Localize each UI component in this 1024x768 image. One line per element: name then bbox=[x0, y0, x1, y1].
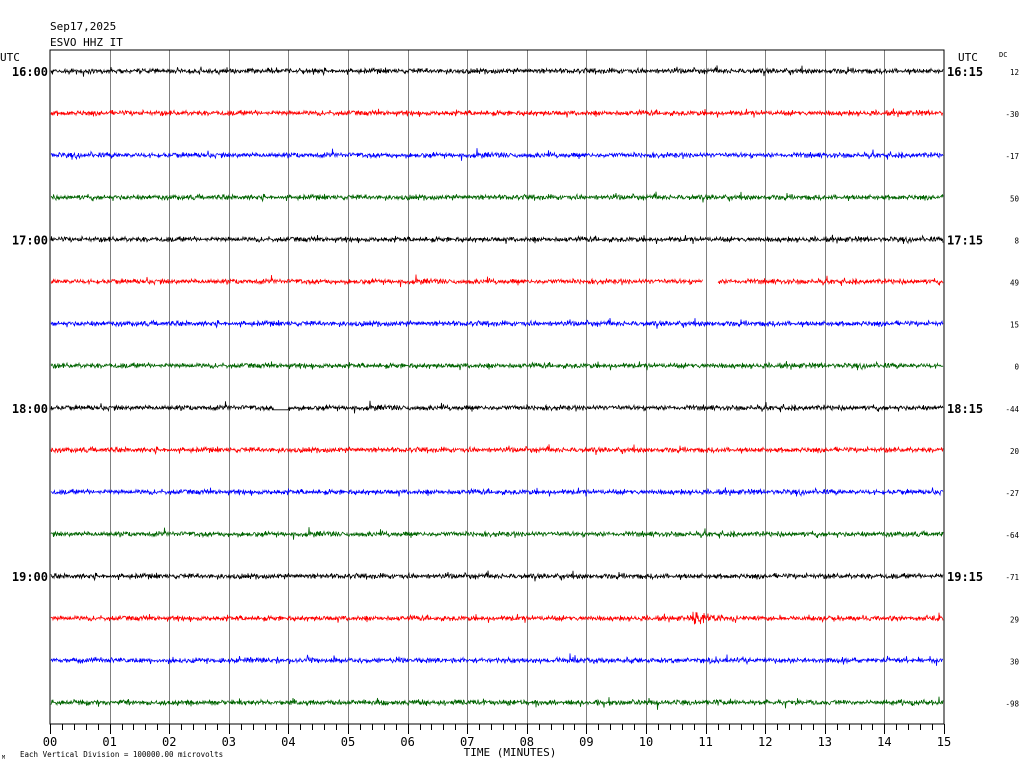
seismic-traces bbox=[50, 65, 944, 710]
trace-1645 bbox=[50, 191, 944, 203]
dc-offset-label: -44 bbox=[1005, 405, 1019, 414]
dc-offset-label: -98 bbox=[1005, 700, 1019, 709]
dc-offset-label: 49 bbox=[1010, 279, 1019, 288]
trace-1715 bbox=[50, 274, 944, 288]
plot-frame bbox=[49, 49, 945, 725]
trace-1845 bbox=[50, 527, 944, 540]
trace-1930 bbox=[50, 653, 944, 666]
corner-mark: M bbox=[2, 755, 5, 761]
utc-left-label: UTC bbox=[0, 51, 20, 64]
date-label: Sep17,2025 bbox=[50, 20, 116, 33]
x-tick-label: 08 bbox=[520, 735, 534, 749]
dc-offset-label: 50 bbox=[1010, 194, 1020, 203]
x-tick-label: 14 bbox=[877, 735, 891, 749]
x-tick-label: 00 bbox=[43, 735, 57, 749]
x-tick-label: 06 bbox=[400, 735, 414, 749]
x-tick-label: 09 bbox=[579, 735, 593, 749]
x-tick-label: 05 bbox=[341, 735, 355, 749]
dc-offset-label: 8 bbox=[1014, 236, 1019, 245]
station-label: ESVO HHZ IT bbox=[50, 36, 123, 49]
x-tick-label: 11 bbox=[698, 735, 712, 749]
x-tick-label: 13 bbox=[818, 735, 832, 749]
row-labels: 16:00 17:00 18:00 19:00 16:15 17:15 18:15 19:15… bbox=[12, 65, 1020, 709]
trace-1915 bbox=[50, 611, 944, 625]
trace-1900 bbox=[50, 570, 944, 582]
trace-1600 bbox=[50, 65, 944, 77]
dc-offset-label: -30 bbox=[1005, 110, 1019, 119]
trace-1830 bbox=[50, 487, 944, 497]
x-axis: 00 01 02 03 04 05 06 07 08 09 10 11 12 13 14 15 bbox=[43, 724, 951, 749]
dc-offset-label: 12 bbox=[1010, 68, 1019, 77]
x-tick-label: 01 bbox=[102, 735, 116, 749]
trace-1730 bbox=[50, 317, 944, 329]
x-tick-label: 04 bbox=[281, 735, 295, 749]
right-hour-label: 16:15 bbox=[947, 65, 983, 79]
trace-1630 bbox=[50, 148, 944, 161]
dc-offset-label: -71 bbox=[1005, 573, 1019, 582]
left-hour-label: 17:00 bbox=[12, 233, 48, 247]
right-hour-label: 17:15 bbox=[947, 233, 983, 247]
x-tick-label: 12 bbox=[758, 735, 772, 749]
dc-offset-label: 30 bbox=[1010, 657, 1020, 666]
left-hour-label: 19:00 bbox=[12, 570, 48, 584]
utc-right-label: UTC bbox=[958, 51, 978, 64]
right-hour-label: 18:15 bbox=[947, 402, 983, 416]
x-tick-label: 10 bbox=[639, 735, 653, 749]
trace-1815 bbox=[50, 444, 944, 456]
right-hour-label: 19:15 bbox=[947, 570, 983, 584]
trace-1700 bbox=[50, 234, 944, 245]
scale-footer: Each Vertical Division = 100000.00 micro… bbox=[20, 750, 223, 759]
grid bbox=[110, 50, 885, 724]
x-axis-title: TIME (MINUTES) bbox=[464, 746, 557, 759]
dc-offset-label: 15 bbox=[1010, 321, 1019, 330]
trace-1945 bbox=[50, 696, 944, 710]
x-tick-label: 02 bbox=[162, 735, 176, 749]
x-tick-label: 07 bbox=[460, 735, 474, 749]
x-tick-label: 15 bbox=[937, 735, 951, 749]
dc-offset-label: 0 bbox=[1014, 363, 1019, 372]
dc-offset-label: -17 bbox=[1005, 152, 1019, 161]
dc-offset-label: 20 bbox=[1010, 447, 1020, 456]
left-hour-label: 16:00 bbox=[12, 65, 48, 79]
dc-offset-label: -64 bbox=[1005, 531, 1019, 540]
dc-offset-label: 29 bbox=[1010, 615, 1019, 624]
trace-1745 bbox=[50, 360, 944, 371]
trace-1615 bbox=[50, 108, 943, 118]
x-tick-label: 03 bbox=[222, 735, 236, 749]
dc-header: DC bbox=[999, 51, 1007, 59]
dc-offset-label: -27 bbox=[1005, 489, 1019, 498]
trace-1800 bbox=[50, 400, 944, 414]
left-hour-label: 18:00 bbox=[12, 402, 48, 416]
